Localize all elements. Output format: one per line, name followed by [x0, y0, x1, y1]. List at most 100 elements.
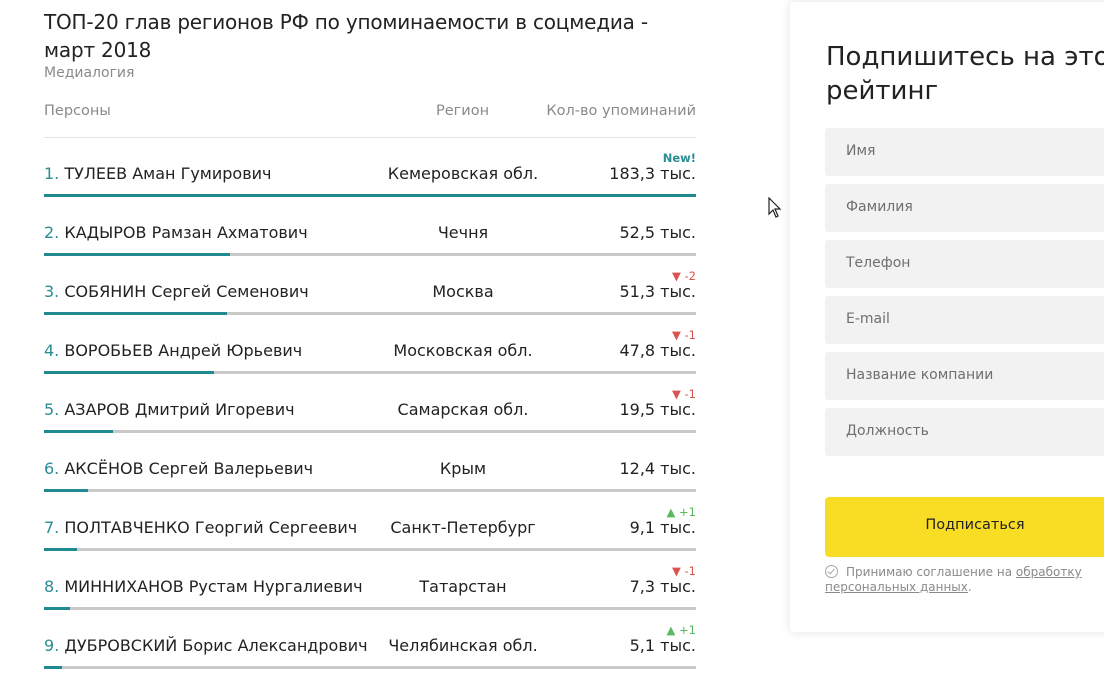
mention-bar-fill	[44, 253, 231, 256]
mention-bar-track	[44, 194, 696, 197]
mention-bar-fill	[44, 666, 63, 669]
email-field[interactable]: E-mail	[825, 296, 1104, 344]
table-row[interactable]: 7. ПОЛТАВЧЕНКО Георгий Сергеевич Санкт-Пе…	[44, 494, 696, 553]
subscribe-title: Подпишитесь на этот рейтинг	[826, 40, 1104, 108]
person-name-text: АКСЁНОВ Сергей Валерьевич	[64, 459, 314, 478]
mention-bar-track	[44, 548, 696, 551]
mention-count: 51,3 тыс.	[619, 282, 696, 301]
person-name-text: АЗАРОВ Дмитрий Игоревич	[64, 400, 295, 419]
mention-bar-track	[44, 312, 696, 315]
mention-bar-fill	[44, 607, 71, 610]
rating-header: ТОП-20 глав регионов РФ по упоминаемости…	[44, 8, 696, 81]
mention-bar-fill	[44, 430, 114, 433]
region-name: Челябинская обл.	[388, 636, 538, 655]
mention-count: 19,5 тыс.	[619, 400, 696, 419]
person-name-text: ДУБРОВСКИЙ Борис Александрович	[64, 636, 368, 655]
region-name: Самарская обл.	[397, 400, 529, 419]
last-name-field[interactable]: Фамилия	[825, 184, 1104, 232]
mention-count: 7,3 тыс.	[629, 577, 696, 596]
page-subtitle: Медиалогия	[44, 65, 135, 81]
consent-note: Принимаю соглашение на обработку персона…	[825, 565, 1104, 595]
rank-number: 2.	[44, 223, 60, 242]
mention-bar-fill	[44, 548, 77, 551]
consent-check-icon[interactable]	[825, 565, 838, 578]
rating-table: 1. ТУЛЕЕВ Аман Гумирович Кемеровская обл.…	[44, 140, 696, 671]
rank-change-badge: ▲ +1	[666, 623, 696, 637]
rank-number: 4.	[44, 341, 60, 360]
table-row[interactable]: 8. МИННИХАНОВ Рустам Нургалиевич Татарста…	[44, 553, 696, 612]
phone-field[interactable]: Телефон	[825, 240, 1104, 288]
phone-placeholder: Телефон	[846, 255, 911, 271]
company-placeholder: Название компании	[846, 367, 994, 383]
rank-number: 9.	[44, 636, 60, 655]
privacy-policy-link[interactable]: обработку персональных данных	[825, 565, 1082, 594]
person-name: 5. АЗАРОВ Дмитрий Игоревич	[44, 400, 295, 419]
person-name: 8. МИННИХАНОВ Рустам Нургалиевич	[44, 577, 363, 596]
table-row[interactable]: 4. ВОРОБЬЕВ Андрей Юрьевич Московская обл…	[44, 317, 696, 376]
rank-number: 7.	[44, 518, 60, 537]
first-name-placeholder: Имя	[846, 143, 876, 159]
mention-bar-track	[44, 430, 696, 433]
subscribe-button[interactable]: Подписаться	[825, 497, 1104, 557]
region-name: Крым	[439, 459, 487, 478]
subscribe-panel: Подпишитесь на этот рейтинг Имя Фамилия …	[790, 2, 1104, 632]
consent-end: .	[967, 580, 972, 594]
column-header-region[interactable]: Регион	[436, 103, 490, 119]
mention-bar-track	[44, 489, 696, 492]
consent-text: Принимаю соглашение на	[846, 565, 1013, 579]
mention-bar-fill	[44, 312, 227, 315]
rank-number: 3.	[44, 282, 60, 301]
mention-bar-track	[44, 253, 696, 256]
position-field[interactable]: Должность	[825, 408, 1104, 456]
person-name-text: ВОРОБЬЕВ Андрей Юрьевич	[64, 341, 303, 360]
person-name: 1. ТУЛЕЕВ Аман Гумирович	[44, 164, 271, 183]
person-name-text: КАДЫРОВ Рамзан Ахматович	[64, 223, 308, 242]
company-field[interactable]: Название компании	[825, 352, 1104, 400]
mention-count: 5,1 тыс.	[629, 636, 696, 655]
table-row[interactable]: 6. АКСЁНОВ Сергей Валерьевич Крым 12,4 тыс…	[44, 435, 696, 494]
first-name-field[interactable]: Имя	[825, 128, 1104, 176]
mention-bar-fill	[44, 371, 215, 374]
column-header-count[interactable]: Кол-во упоминаний	[546, 103, 696, 119]
rank-change-badge: ▼ -1	[672, 387, 696, 401]
rank-number: 1.	[44, 164, 60, 183]
person-name-text: МИННИХАНОВ Рустам Нургалиевич	[64, 577, 363, 596]
person-name: 9. ДУБРОВСКИЙ Борис Александрович	[44, 636, 368, 655]
rank-change-badge: ▼ -1	[672, 328, 696, 342]
table-row[interactable]: 2. КАДЫРОВ Рамзан Ахматович Чечня 52,5 тыс…	[44, 199, 696, 258]
mention-count: 183,3 тыс.	[609, 164, 696, 183]
person-name: 3. СОБЯНИН Сергей Семенович	[44, 282, 309, 301]
mention-count: 9,1 тыс.	[629, 518, 696, 537]
mention-count: 52,5 тыс.	[619, 223, 696, 242]
table-row[interactable]: 1. ТУЛЕЕВ Аман Гумирович Кемеровская обл.…	[44, 140, 696, 199]
mention-bar-fill	[44, 489, 89, 492]
subscribe-title-line2: рейтинг	[826, 76, 939, 106]
rank-number: 5.	[44, 400, 60, 419]
mention-count: 12,4 тыс.	[619, 459, 696, 478]
mention-bar-track	[44, 666, 696, 669]
person-name-text: ТУЛЕЕВ Аман Гумирович	[64, 164, 272, 183]
table-row[interactable]: 5. АЗАРОВ Дмитрий Игоревич Самарская обл.…	[44, 376, 696, 435]
rank-change-badge: New!	[662, 151, 696, 165]
region-name: Московская обл.	[393, 341, 533, 360]
person-name-text: СОБЯНИН Сергей Семенович	[64, 282, 309, 301]
rank-number: 8.	[44, 577, 60, 596]
rank-change-badge: ▼ -2	[672, 269, 696, 283]
email-placeholder: E-mail	[846, 311, 890, 327]
table-row[interactable]: 3. СОБЯНИН Сергей Семенович Москва ▼ -2 51,…	[44, 258, 696, 317]
last-name-placeholder: Фамилия	[846, 199, 913, 215]
region-name: Санкт-Петербург	[390, 518, 536, 537]
table-header-divider	[44, 137, 696, 138]
position-placeholder: Должность	[846, 423, 929, 439]
person-name: 6. АКСЁНОВ Сергей Валерьевич	[44, 459, 313, 478]
mention-bar-track	[44, 371, 696, 374]
rank-change-badge: ▲ +1	[666, 505, 696, 519]
person-name-text: ПОЛТАВЧЕНКО Георгий Сергеевич	[64, 518, 358, 537]
region-name: Кемеровская обл.	[387, 164, 539, 183]
column-header-person[interactable]: Персоны	[44, 103, 111, 119]
table-row[interactable]: 9. ДУБРОВСКИЙ Борис Александрович Челябин…	[44, 612, 696, 671]
region-name: Чечня	[437, 223, 489, 242]
region-name: Татарстан	[419, 577, 507, 596]
person-name: 2. КАДЫРОВ Рамзан Ахматович	[44, 223, 308, 242]
mention-bar-fill	[44, 194, 696, 197]
